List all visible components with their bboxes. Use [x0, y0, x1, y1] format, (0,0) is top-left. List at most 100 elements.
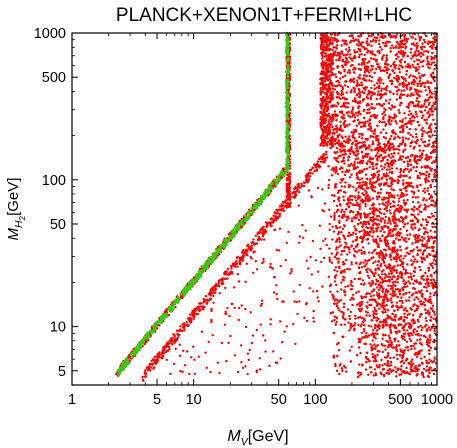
scatter-point [320, 77, 323, 80]
scatter-point [416, 367, 419, 370]
scatter-point [223, 323, 227, 326]
scatter-point [380, 87, 383, 90]
scatter-point [351, 303, 354, 307]
scatter-point [260, 302, 264, 305]
scatter-point [386, 158, 389, 162]
scatter-point [327, 183, 330, 187]
scatter-point [386, 314, 389, 317]
scatter-point [164, 309, 167, 312]
scatter-point [424, 282, 427, 285]
scatter-point [285, 198, 288, 202]
scatter-point [411, 358, 414, 361]
scatter-point [394, 54, 397, 57]
scatter-point [417, 297, 420, 300]
scatter-point [144, 340, 148, 343]
scatter-point [412, 66, 415, 69]
scatter-point [364, 368, 368, 371]
scatter-point [388, 168, 391, 171]
scatter-point [378, 256, 381, 259]
scatter-point [187, 318, 191, 321]
scatter-point [144, 375, 147, 379]
scatter-point [356, 201, 359, 205]
scatter-point [392, 346, 396, 349]
scatter-point [325, 153, 328, 156]
scatter-point [375, 82, 379, 85]
scatter-point [278, 214, 281, 218]
scatter-point [298, 186, 302, 189]
scatter-point [160, 356, 163, 359]
scatter-point [305, 259, 308, 262]
scatter-point [176, 332, 179, 336]
scatter-point [217, 282, 220, 285]
scatter-point [415, 54, 418, 57]
scatter-point [407, 113, 410, 117]
scatter-point [325, 43, 328, 46]
scatter-point [255, 328, 258, 332]
scatter-point [318, 224, 321, 227]
scatter-point [212, 301, 215, 304]
scatter-point [430, 212, 433, 215]
scatter-point [353, 225, 356, 228]
scatter-point [414, 241, 417, 244]
scatter-point [384, 113, 387, 117]
scatter-point [425, 223, 428, 227]
scatter-point [416, 196, 419, 199]
scatter-point [408, 233, 412, 236]
scatter-point [155, 355, 159, 359]
scatter-point [352, 71, 356, 74]
scatter-point [208, 291, 212, 294]
scatter-point [432, 249, 435, 253]
scatter-point [378, 76, 381, 80]
scatter-point [358, 207, 361, 211]
scatter-point [207, 340, 210, 344]
scatter-point [398, 290, 402, 293]
scatter-point [339, 124, 342, 128]
scatter-point [357, 218, 361, 222]
scatter-point [393, 309, 396, 312]
scatter-point [336, 33, 339, 37]
scatter-point [415, 169, 418, 173]
scatter-point [129, 356, 132, 359]
scatter-point [430, 145, 434, 149]
scatter-point [391, 80, 394, 84]
scatter-point [330, 123, 333, 126]
scatter-point [323, 202, 327, 205]
scatter-point [210, 318, 213, 322]
scatter-point [240, 256, 244, 259]
scatter-point [425, 279, 428, 282]
scatter-point [378, 65, 381, 69]
scatter-point [389, 185, 393, 188]
scatter-point [280, 203, 283, 206]
scatter-point [330, 36, 333, 39]
scatter-point [431, 180, 434, 183]
scatter-point [246, 372, 249, 376]
scatter-point [285, 178, 289, 182]
scatter-point [189, 313, 192, 316]
scatter-point [365, 40, 369, 43]
scatter-point [406, 285, 409, 288]
scatter-point [178, 354, 182, 357]
scatter-point [422, 198, 425, 202]
scatter-point [254, 260, 257, 263]
scatter-point [212, 294, 215, 298]
scatter-point [402, 225, 405, 228]
scatter-point [418, 210, 421, 213]
scatter-point [395, 260, 398, 263]
scatter-point [412, 74, 415, 78]
scatter-point [258, 231, 261, 235]
scatter-point [312, 309, 315, 313]
scatter-point [366, 93, 369, 97]
scatter-point [286, 173, 289, 176]
scatter-point [305, 178, 308, 181]
scatter-point [248, 208, 251, 211]
scatter-point [380, 48, 383, 51]
scatter-point [393, 71, 396, 75]
scatter-point [383, 356, 387, 359]
scatter-point [381, 337, 384, 340]
scatter-point [348, 135, 351, 138]
scatter-point [287, 185, 291, 189]
scatter-point [359, 351, 362, 355]
scatter-point [287, 119, 291, 123]
scatter-point [355, 238, 358, 242]
scatter-point [324, 237, 327, 241]
